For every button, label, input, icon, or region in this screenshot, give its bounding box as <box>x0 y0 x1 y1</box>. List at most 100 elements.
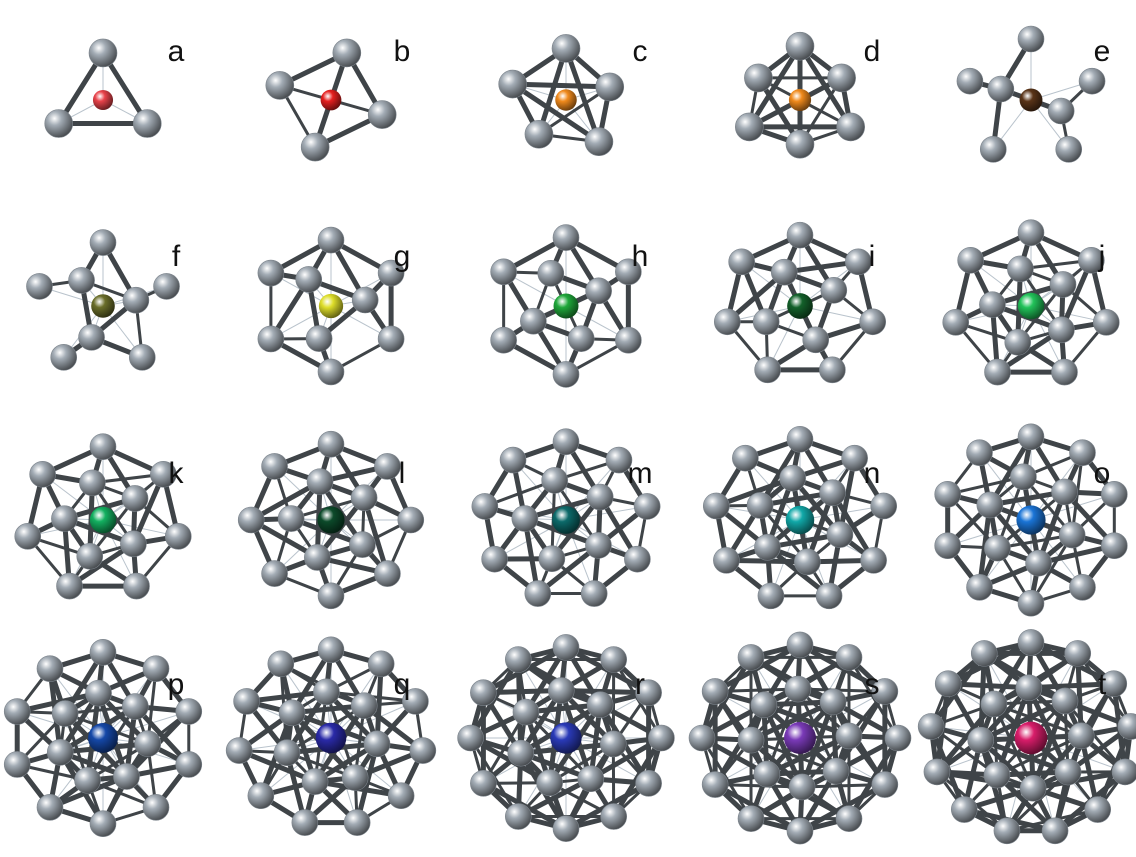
vertex-atom <box>51 505 78 532</box>
vertex-atom <box>524 580 552 607</box>
vertex-atom <box>538 545 566 573</box>
vertex-atom <box>1069 439 1096 466</box>
vertex-atom <box>820 276 848 304</box>
vertex-atom <box>113 763 140 790</box>
vertex-atom <box>46 739 74 766</box>
vertex-atom <box>586 483 614 511</box>
cluster-panel-g: g <box>257 226 410 386</box>
vertex-atom <box>470 770 497 797</box>
vertex-atom <box>278 699 306 727</box>
vertex-atom <box>504 803 532 830</box>
vertex-atom <box>237 506 265 534</box>
cluster-bond <box>796 687 838 773</box>
vertex-atom <box>984 534 1011 562</box>
vertex-atom <box>815 582 843 610</box>
vertex-atom <box>261 560 288 587</box>
vertex-atom <box>122 693 149 720</box>
vertex-atom <box>29 460 56 488</box>
vertex-atom <box>1017 25 1045 53</box>
cluster-panel-k: k <box>14 433 192 600</box>
vertex-atom <box>1101 532 1128 560</box>
vertex-atom <box>536 769 563 797</box>
vertex-atom <box>153 273 180 300</box>
vertex-atom <box>732 444 759 472</box>
vertex-atom <box>265 71 295 100</box>
vertex-atom <box>1084 796 1112 823</box>
vertex-atom <box>884 724 912 752</box>
vertex-atom <box>633 493 661 520</box>
vertex-atom <box>784 675 812 703</box>
vertex-atom <box>1025 549 1052 577</box>
vertex-atom <box>600 730 627 758</box>
vertex-atom <box>752 308 780 336</box>
vertex-atom <box>934 480 961 508</box>
panel-label: n <box>864 457 881 490</box>
vertex-atom <box>142 794 170 821</box>
vertex-atom <box>363 730 391 758</box>
vertex-atom <box>552 361 580 388</box>
vertex-atom <box>585 532 612 559</box>
vertex-atom <box>917 713 945 740</box>
vertex-atom <box>786 817 814 845</box>
vertex-atom <box>701 678 729 705</box>
cluster-bond <box>1026 685 1071 775</box>
vertex-atom <box>512 698 540 726</box>
cluster-bond <box>765 687 800 776</box>
vertex-atom <box>871 771 899 798</box>
panel-label: i <box>869 240 876 273</box>
vertex-atom <box>123 572 150 600</box>
panel-label: a <box>168 35 185 68</box>
cluster-bond <box>515 776 594 819</box>
vertex-atom <box>600 646 628 673</box>
vertex-atom <box>499 446 527 474</box>
vertex-atom <box>993 817 1021 845</box>
vertex-atom <box>728 248 755 276</box>
vertex-atom <box>547 677 575 704</box>
cluster-bond <box>14 690 102 715</box>
cluster-bond <box>929 724 999 777</box>
vertex-atom <box>490 258 517 286</box>
vertex-atom <box>350 484 378 512</box>
vertex-atom <box>490 326 517 354</box>
vertex-atom <box>584 127 614 157</box>
vertex-atom <box>317 582 345 610</box>
cluster-bond <box>510 81 602 145</box>
vertex-atom <box>257 325 285 353</box>
vertex-atom <box>343 809 371 836</box>
vertex-atom <box>317 226 345 254</box>
center-atom <box>1014 721 1048 755</box>
vertex-atom <box>615 326 642 354</box>
vertex-atom <box>89 810 117 837</box>
vertex-atom <box>605 446 633 474</box>
panel-label: e <box>1094 35 1111 68</box>
vertex-atom <box>826 521 854 548</box>
vertex-atom <box>132 109 162 138</box>
center-atom <box>784 722 816 754</box>
vertex-atom <box>615 258 642 286</box>
vertex-atom <box>737 726 765 754</box>
panel-label: r <box>635 668 645 701</box>
vertex-atom <box>1054 758 1082 786</box>
vertex-atom <box>68 267 95 294</box>
vertex-atom <box>624 545 651 573</box>
cluster-panel-f: f <box>26 229 181 371</box>
vertex-atom <box>754 533 781 561</box>
vertex-atom <box>835 644 863 671</box>
center-atom <box>92 89 114 111</box>
vertex-atom <box>983 761 1011 789</box>
cluster-panel-q: q <box>225 636 437 836</box>
panel-label: c <box>633 35 648 68</box>
vertex-atom <box>966 439 993 466</box>
panel-label: d <box>864 35 881 68</box>
center-atom <box>91 294 115 318</box>
vertex-atom <box>967 726 995 754</box>
vertex-atom <box>635 679 662 706</box>
vertex-atom <box>247 782 275 810</box>
center-atom <box>550 722 582 754</box>
center-atom <box>317 506 345 534</box>
vertex-atom <box>351 286 379 314</box>
vertex-atom <box>317 430 345 458</box>
panel-label: h <box>632 240 649 273</box>
vertex-atom <box>979 136 1007 163</box>
vertex-atom <box>1117 713 1136 740</box>
